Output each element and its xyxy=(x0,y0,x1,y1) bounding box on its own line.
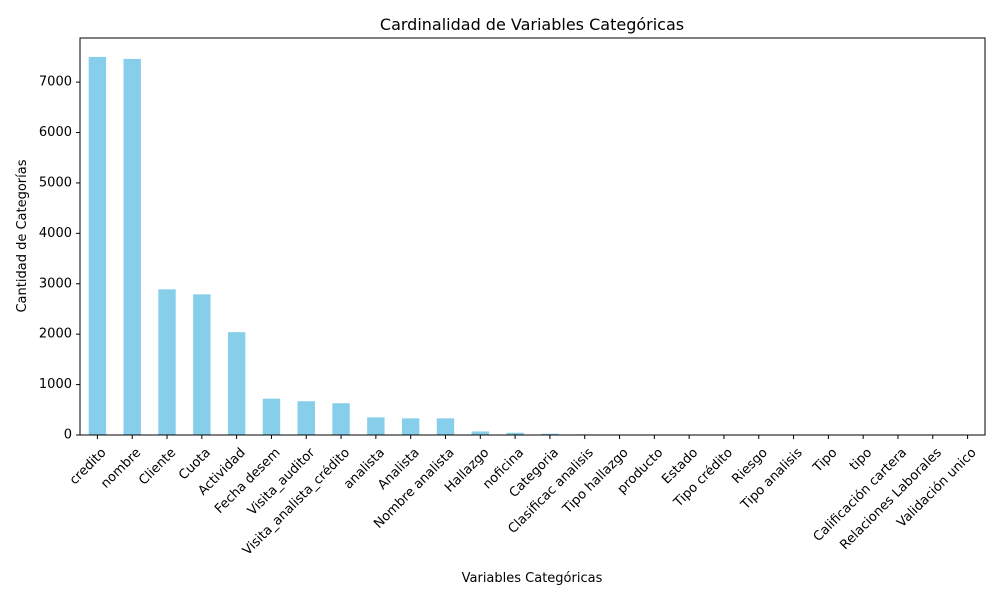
bars-group xyxy=(88,56,977,436)
y-tick-label-2: 2000 xyxy=(39,327,72,342)
y-tick-label-7: 7000 xyxy=(39,75,72,90)
bar-2 xyxy=(158,289,176,435)
bar-5 xyxy=(262,398,281,435)
y-tick-label-6: 6000 xyxy=(39,125,72,140)
bar-11 xyxy=(471,431,489,435)
y-axis-label: Cantidad de Categorías xyxy=(15,159,30,312)
y-axis: 0 1000 2000 3000 4000 5000 6000 7000 xyxy=(39,75,80,443)
y-tick-label-3: 3000 xyxy=(39,276,72,291)
bar-6 xyxy=(297,401,315,435)
bar-3 xyxy=(193,294,211,435)
x-axis-label: Variables Categóricas xyxy=(462,571,603,586)
bar-7 xyxy=(332,403,350,435)
bar-1 xyxy=(123,58,141,436)
x-tick-label-20: Tipo analisis xyxy=(738,445,806,513)
bar-12 xyxy=(506,432,524,435)
bar-9 xyxy=(401,418,420,435)
x-tick-label-21: Tipo xyxy=(810,445,841,476)
bar-10 xyxy=(436,418,455,435)
bar-13 xyxy=(541,433,559,435)
bar-4 xyxy=(227,332,246,435)
y-tick-label-1: 1000 xyxy=(39,377,72,392)
x-tick-label-2: Cliente xyxy=(136,445,179,488)
y-tick-label-0: 0 xyxy=(64,428,72,443)
plot-frame xyxy=(79,37,986,436)
chart-title: Cardinalidad de Variables Categóricas xyxy=(380,15,684,34)
x-tick-label-22: tipo xyxy=(847,445,875,473)
bar-0 xyxy=(88,56,107,436)
y-tick-label-4: 4000 xyxy=(39,226,72,241)
bar-8 xyxy=(367,417,385,435)
y-tick-label-5: 5000 xyxy=(39,175,72,190)
x-axis: creditonombreClienteCuotaActividadFecha … xyxy=(67,435,980,559)
